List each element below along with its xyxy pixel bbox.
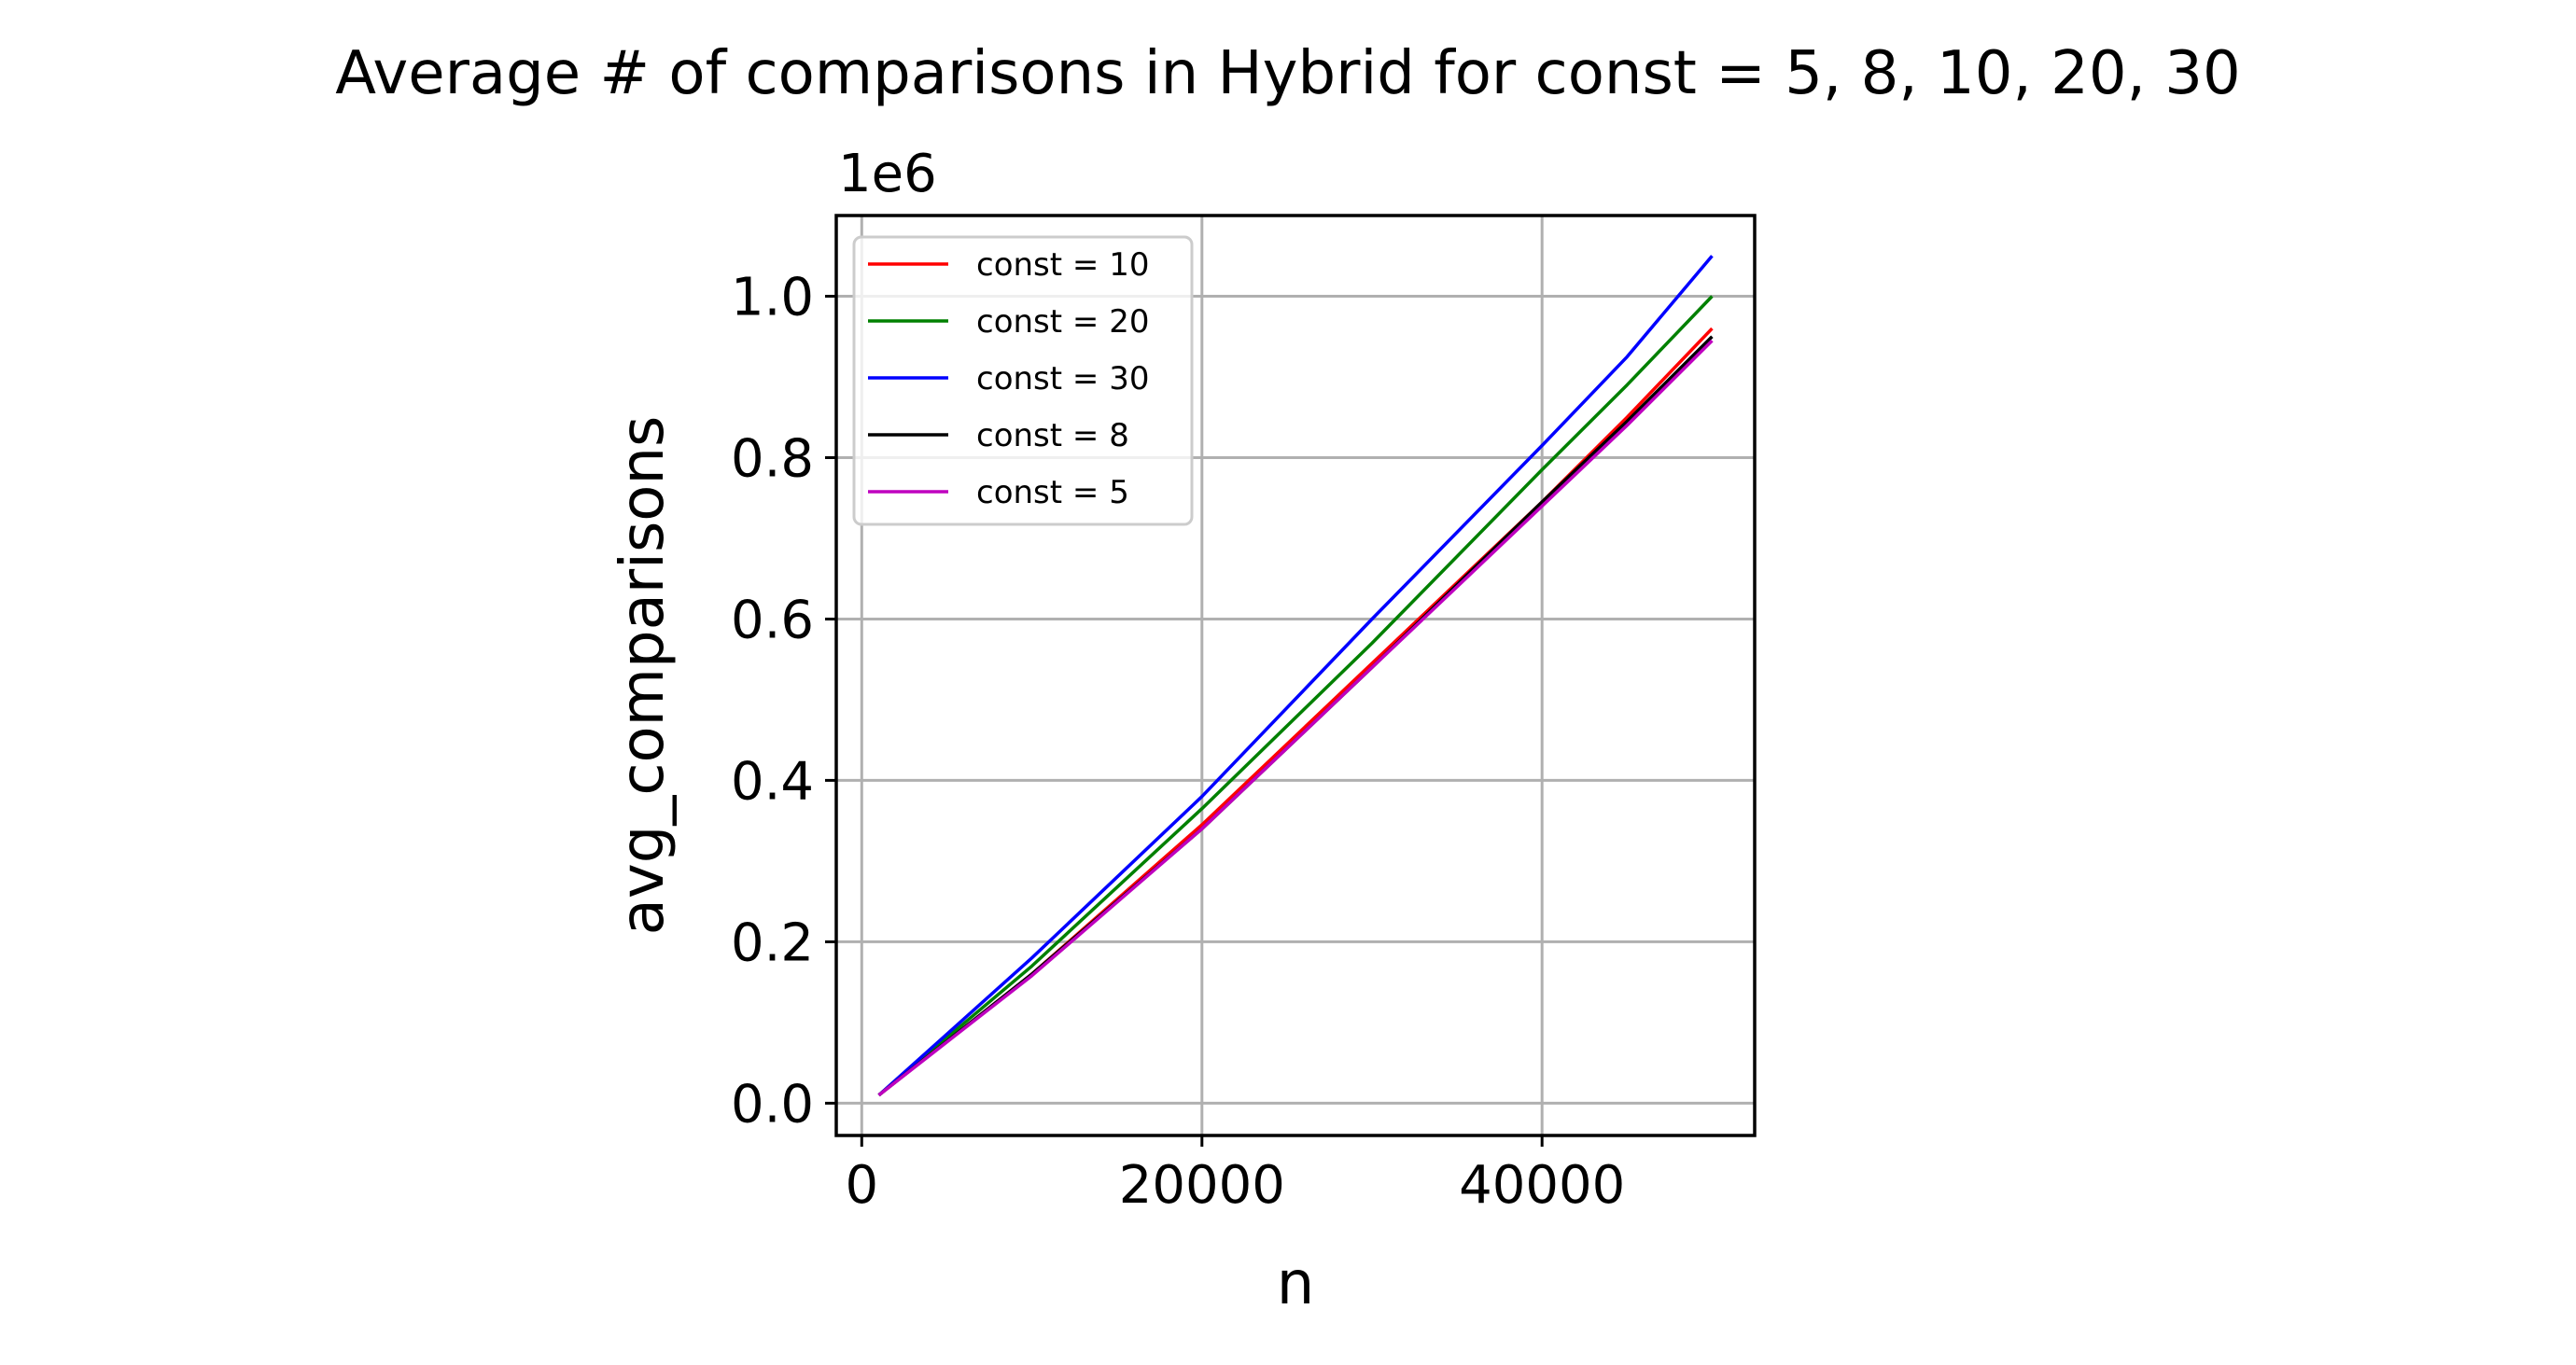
y-tick-label: 0.4 xyxy=(731,751,814,812)
series-line xyxy=(877,339,1714,1097)
legend-label: const = 20 xyxy=(976,303,1149,341)
chart-title: Average # of comparisons in Hybrid for c… xyxy=(335,39,2240,108)
grid xyxy=(836,216,1755,1135)
legend-box xyxy=(852,235,1194,526)
legend-label: const = 5 xyxy=(976,474,1129,511)
x-tick-label: 20000 xyxy=(1119,1155,1285,1216)
legend: const = 10 const = 20 const = 30 const = 8 c… xyxy=(852,235,1194,526)
plot-area-frame xyxy=(834,214,1757,1137)
legend-label: const = 30 xyxy=(976,360,1149,397)
series-lines xyxy=(877,255,1714,1097)
legend-label: const = 8 xyxy=(976,417,1129,454)
series-line xyxy=(877,295,1714,1097)
y-tick-label: 0.8 xyxy=(731,429,814,490)
y-axis-label: avg_comparisons xyxy=(609,416,678,936)
series-line xyxy=(877,255,1714,1097)
legend-label: const = 10 xyxy=(976,246,1149,284)
x-axis-label: n xyxy=(1277,1249,1315,1318)
x-tick-label: 0 xyxy=(845,1155,878,1216)
y-tick-label: 0.2 xyxy=(731,912,814,973)
axis-ticks: 0 20000 40000 0.0 0.2 0.4 0.6 0.8 1.0 xyxy=(731,268,1625,1217)
y-axis-offset-label: 1e6 xyxy=(838,144,937,204)
x-tick-label: 40000 xyxy=(1459,1155,1625,1216)
legend-entries: const = 10 const = 20 const = 30 const = 8 c… xyxy=(868,246,1149,511)
y-tick-label: 1.0 xyxy=(731,268,814,328)
y-tick-label: 0.0 xyxy=(731,1074,814,1135)
y-tick-label: 0.6 xyxy=(731,591,814,651)
